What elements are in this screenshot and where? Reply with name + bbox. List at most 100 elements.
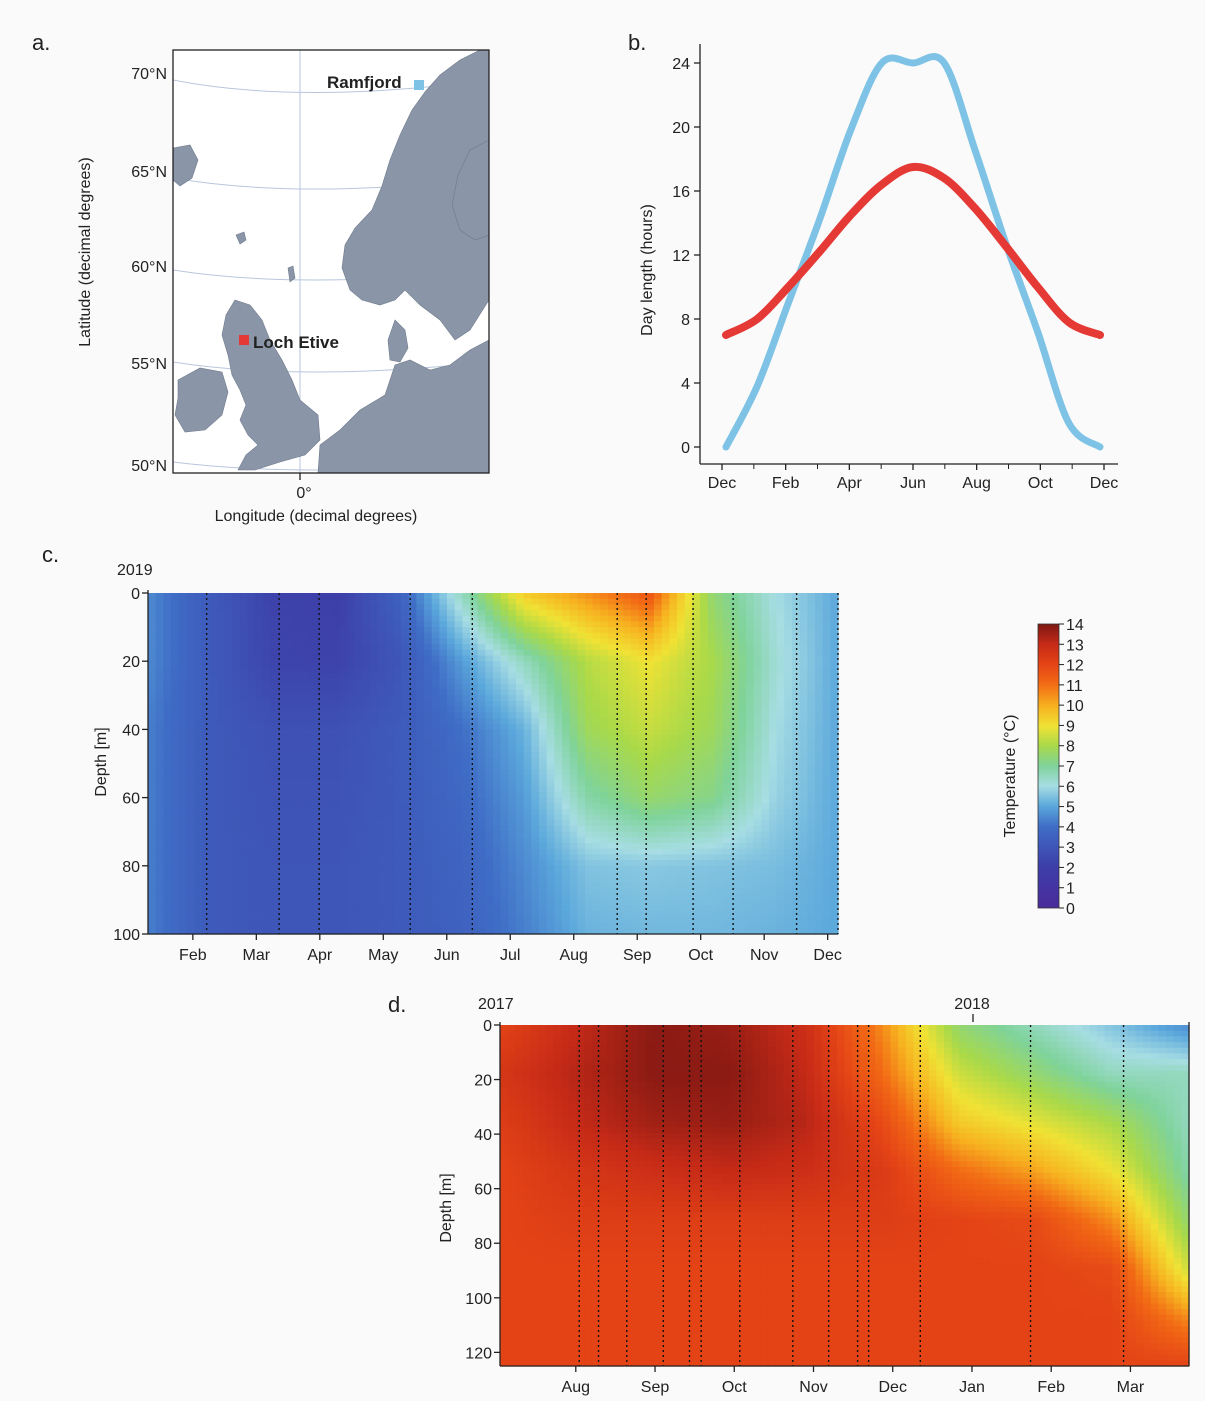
c-heat-cell [508, 649, 517, 657]
c-heat-cell [562, 615, 571, 623]
c-heat-cell [186, 854, 195, 861]
c-heat-cell [163, 661, 172, 668]
c-heat-cell [546, 865, 555, 873]
c-heat-cell [623, 735, 632, 742]
c-heat-cell [753, 882, 762, 890]
c-heat-cell [723, 666, 732, 674]
c-heat-cell [470, 712, 479, 719]
c-heat-cell [171, 655, 180, 662]
c-heat-cell [830, 700, 839, 708]
c-heat-cell [431, 649, 440, 657]
c-heat-cell [347, 882, 356, 890]
c-heat-cell [316, 888, 325, 895]
c-heat-cell [186, 860, 195, 867]
c-heat-cell [155, 882, 164, 890]
c-heat-cell [401, 888, 410, 895]
c-heat-cell [370, 644, 379, 651]
c-heat-cell [738, 882, 747, 890]
c-heat-cell [531, 757, 540, 765]
c-heat-cell [462, 837, 471, 844]
c-heat-cell [700, 837, 709, 844]
c-heat-cell [332, 774, 341, 782]
map-land [173, 50, 489, 473]
c-heat-cell [278, 774, 287, 782]
c-heat-cell [370, 638, 379, 645]
c-heat-cell [278, 632, 287, 640]
c-heat-cell [416, 854, 425, 861]
c-heat-cell [439, 593, 448, 600]
c-heat-cell [178, 865, 187, 873]
c-heat-cell [454, 683, 463, 691]
c-heat-cell [738, 746, 747, 753]
c-heat-cell [316, 655, 325, 662]
c-heat-cell [424, 803, 433, 810]
c-heat-cell [332, 655, 341, 662]
c-heat-cell [454, 848, 463, 856]
c-heat-cell [646, 615, 655, 623]
c-heat-cell [654, 831, 663, 838]
c-heat-cell [577, 757, 586, 765]
c-heat-cell [148, 729, 157, 736]
c-heat-cell [654, 780, 663, 787]
c-heat-cell [393, 786, 402, 793]
c-heat-cell [408, 837, 417, 844]
c-heat-cell [355, 735, 364, 742]
c-heat-cell [454, 826, 463, 833]
c-heat-cell [201, 752, 210, 759]
c-heat-cell [623, 746, 632, 753]
c-heat-cell [178, 627, 187, 634]
c-heat-cell [769, 666, 778, 674]
c-heat-cell [148, 632, 157, 640]
c-heat-cell [424, 865, 433, 873]
c-heat-cell [240, 803, 249, 810]
c-heat-cell [324, 712, 333, 719]
c-heat-cell [807, 797, 816, 804]
c-heat-cell [654, 826, 663, 833]
c-heat-cell [830, 712, 839, 719]
c-heat-cell [201, 797, 210, 804]
c-heat-cell [201, 621, 210, 628]
c-heat-cell [661, 740, 670, 748]
c-heat-cell [554, 837, 563, 844]
c-heat-cell [700, 803, 709, 810]
c-heat-cell [278, 757, 287, 765]
c-heat-cell [316, 649, 325, 657]
c-heat-cell [738, 593, 747, 600]
c-heat-cell [554, 655, 563, 662]
c-heat-cell [209, 854, 218, 861]
c-heat-cell [723, 808, 732, 816]
c-heat-cell [677, 871, 686, 878]
c-heat-cell [585, 837, 594, 844]
c-heat-cell [815, 763, 824, 770]
c-heat-cell [309, 831, 318, 838]
c-heat-cell [194, 860, 203, 867]
c-heat-cell [393, 808, 402, 816]
c-heat-cell [293, 899, 302, 907]
c-heat-cell [378, 598, 387, 605]
c-heat-cell [554, 695, 563, 702]
c-heat-cell [684, 644, 693, 651]
c-heat-cell [217, 735, 226, 742]
c-heat-cell [309, 706, 318, 713]
c-heat-cell [753, 729, 762, 736]
c-heat-cell [715, 808, 724, 816]
c-heat-cell [163, 638, 172, 645]
c-heat-cell [355, 848, 364, 856]
c-heat-cell [485, 723, 494, 730]
c-heat-cell [715, 729, 724, 736]
c-heat-cell [822, 786, 831, 793]
c-heat-cell [516, 877, 525, 884]
c-heat-cell [178, 769, 187, 776]
c-heat-cell [201, 746, 210, 753]
c-heat-cell [401, 666, 410, 674]
c-heat-cell [707, 803, 716, 810]
c-heat-cell [562, 672, 571, 679]
c-heat-cell [155, 814, 164, 821]
c-heat-cell [186, 780, 195, 787]
c-heat-cell [822, 683, 831, 691]
c-heat-cell [378, 763, 387, 770]
c-heat-cell [493, 808, 502, 816]
c-heat-cell [569, 826, 578, 833]
c-heat-cell [470, 695, 479, 702]
c-heat-cell [654, 752, 663, 759]
